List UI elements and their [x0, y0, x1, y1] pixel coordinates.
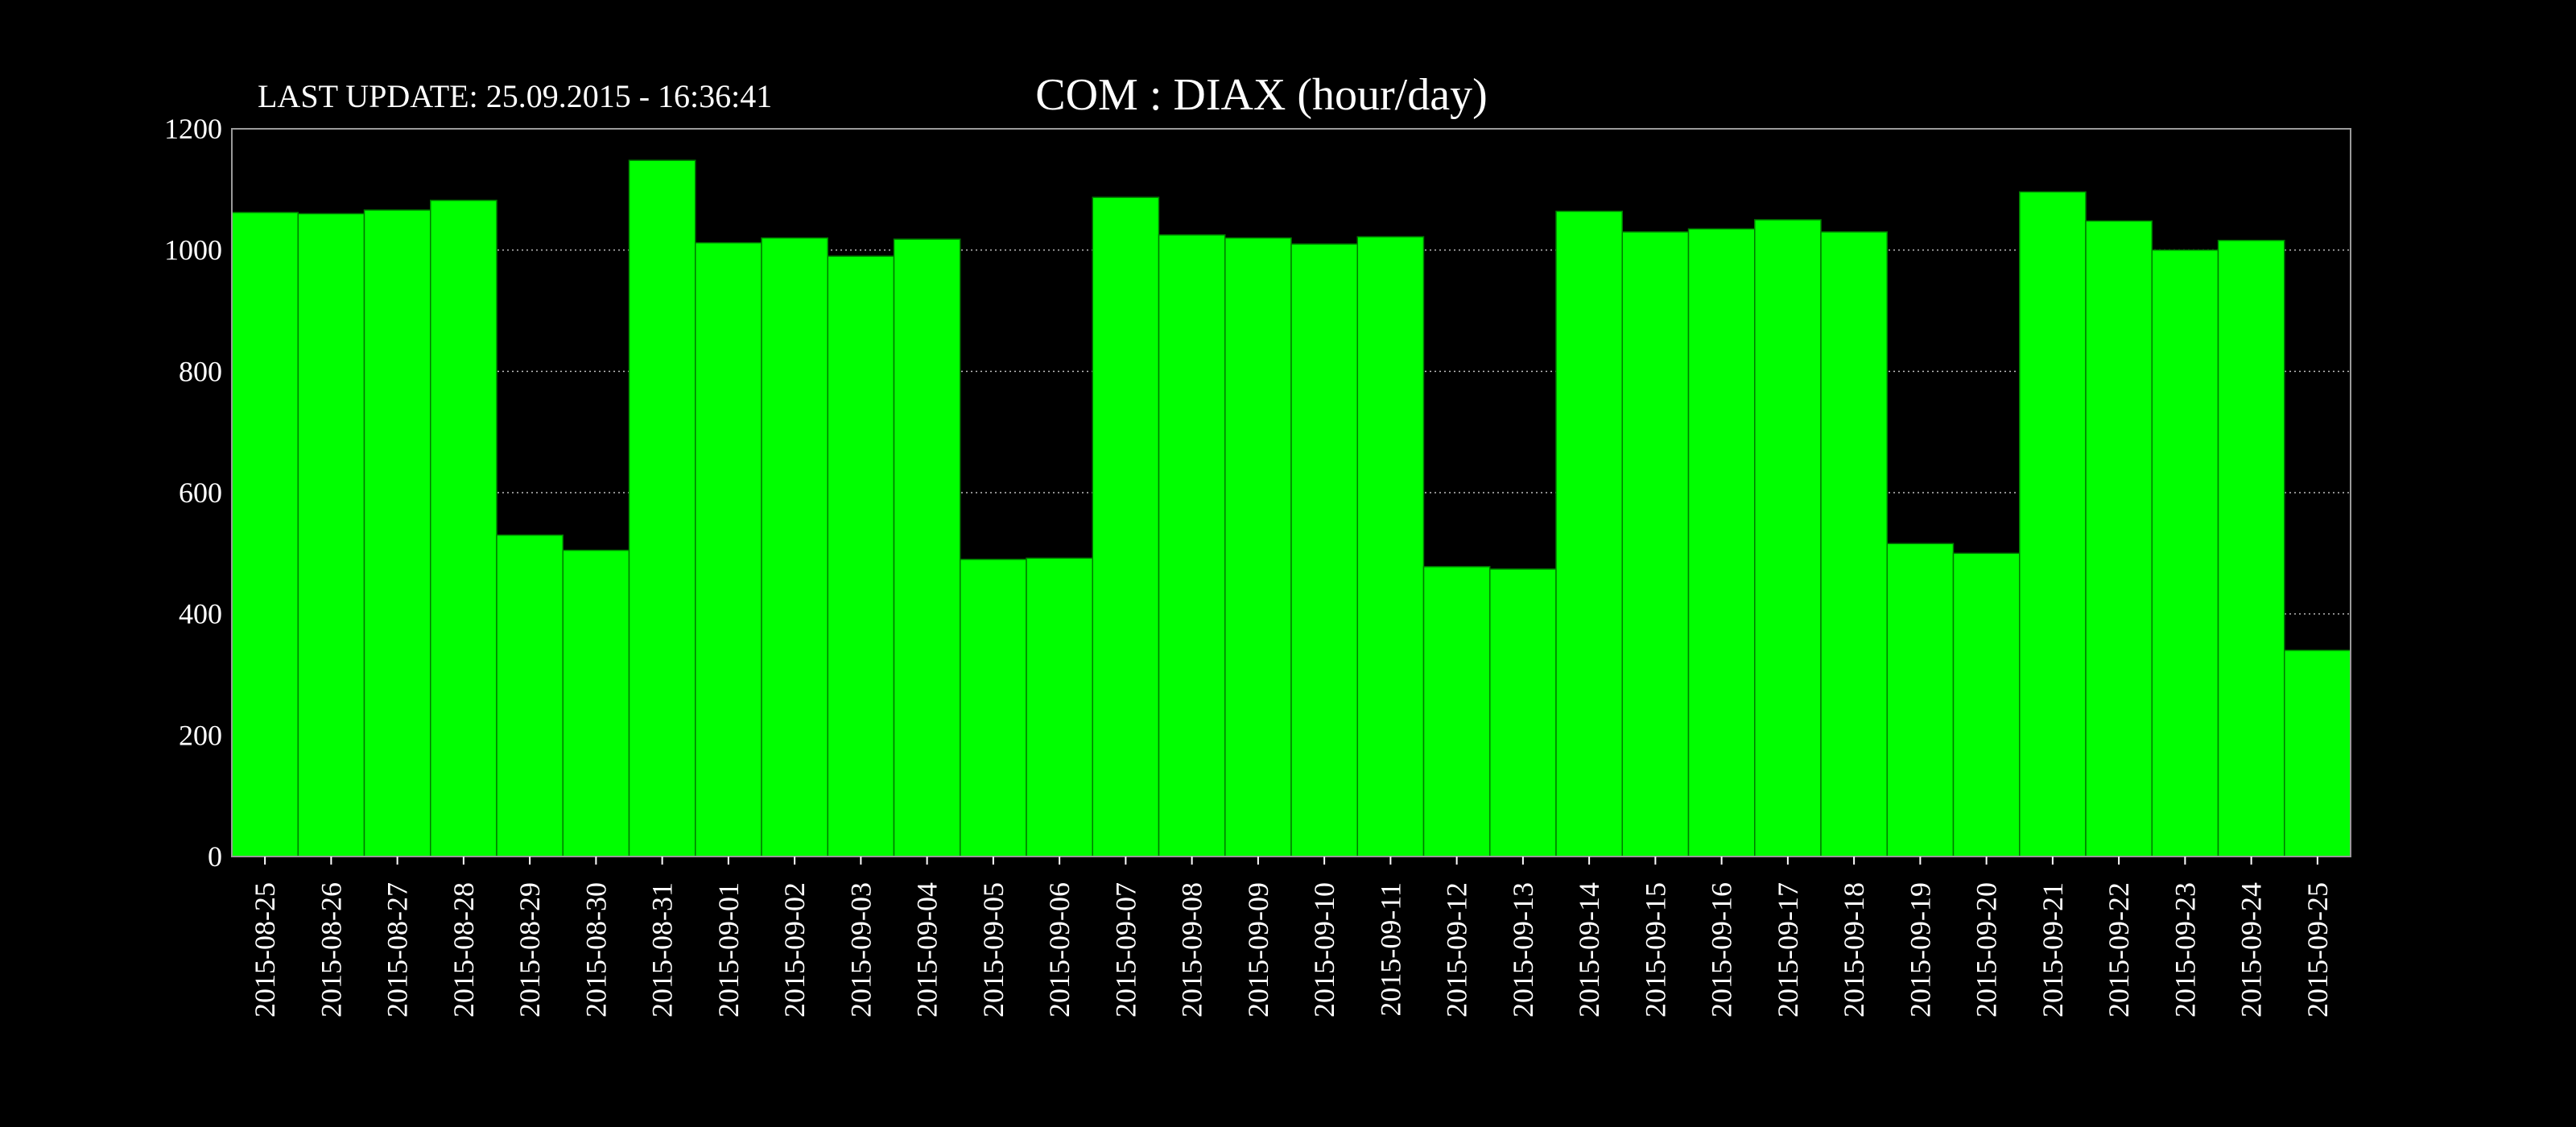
bar-2015-09-23 [2151, 249, 2219, 857]
bar-2015-08-28 [430, 200, 497, 857]
x-tick-label: 2015-09-21 [2037, 882, 2069, 1018]
bar-2015-09-24 [2217, 239, 2285, 857]
x-tick-label: 2015-09-13 [1507, 882, 1539, 1018]
bar-2015-09-08 [1158, 234, 1226, 857]
bar-2015-09-03 [827, 255, 895, 857]
x-axis-ticks: 2015-08-25 2015-08-26 2015-08-27 2015-08-28… [249, 857, 2334, 1018]
x-tick-label: 2015-09-08 [1176, 882, 1208, 1018]
x-tick-label: 2015-09-23 [2169, 882, 2201, 1018]
x-tick-label: 2015-08-26 [315, 882, 347, 1018]
bar-2015-09-22 [2085, 220, 2153, 857]
bar-2015-08-31 [628, 159, 696, 857]
plot-frame [231, 128, 2351, 857]
y-tick-label: 400 [179, 598, 222, 630]
bar-2015-09-25 [2284, 650, 2351, 857]
x-tick-label: 2015-09-17 [1772, 882, 1804, 1018]
x-tick-label: 2015-08-31 [646, 882, 679, 1018]
bar-2015-09-09 [1224, 237, 1292, 857]
bar-2015-08-30 [562, 549, 630, 857]
last-update-label: LAST UPDATE: 25.09.2015 - 16:36:41 [258, 78, 772, 114]
x-tick-label: 2015-09-20 [1971, 882, 2003, 1018]
x-tick-label: 2015-09-15 [1639, 882, 1671, 1018]
x-tick-label: 2015-09-05 [977, 882, 1009, 1018]
y-tick-label: 800 [179, 355, 222, 387]
bar-2015-09-13 [1489, 568, 1557, 857]
bar-2015-09-19 [1886, 543, 1955, 857]
bar-2015-09-20 [1952, 552, 2021, 857]
x-tick-label: 2015-09-19 [1904, 882, 1936, 1018]
x-tick-label: 2015-09-02 [778, 882, 811, 1018]
x-tick-label: 2015-09-01 [712, 882, 745, 1018]
x-tick-label: 2015-08-28 [448, 882, 480, 1018]
x-tick-label: 2015-09-24 [2235, 882, 2268, 1018]
x-tick-label: 2015-09-03 [844, 882, 877, 1018]
bar-2015-09-21 [2019, 191, 2087, 857]
x-tick-label: 2015-09-09 [1242, 882, 1274, 1018]
x-tick-label: 2015-09-10 [1308, 882, 1340, 1018]
x-tick-label: 2015-09-18 [1838, 882, 1870, 1018]
x-tick-label: 2015-08-27 [382, 882, 414, 1018]
x-tick-label: 2015-09-14 [1573, 882, 1605, 1018]
x-tick-label: 2015-09-12 [1441, 882, 1473, 1018]
bar-2015-09-02 [761, 237, 828, 857]
bar-2015-08-25 [231, 212, 299, 857]
bar-2015-09-15 [1621, 231, 1690, 857]
bar-2015-09-07 [1092, 196, 1160, 857]
bar-2015-09-12 [1422, 566, 1491, 857]
bar-2015-09-14 [1555, 210, 1623, 857]
bar-2015-09-04 [893, 238, 961, 857]
x-tick-label: 2015-09-25 [2301, 882, 2334, 1018]
x-tick-label: 2015-08-25 [249, 882, 281, 1018]
bar-2015-09-17 [1754, 219, 1822, 857]
bar-2015-09-18 [1820, 231, 1888, 857]
y-tick-label: 1200 [164, 113, 222, 145]
x-tick-label: 2015-08-30 [580, 882, 612, 1018]
bar-2015-09-06 [1026, 557, 1093, 857]
x-tick-label: 2015-09-22 [2103, 882, 2135, 1018]
bar-2015-09-01 [695, 242, 762, 857]
bars [231, 159, 2351, 857]
bar-2015-09-16 [1687, 228, 1756, 857]
bar-2015-09-05 [960, 559, 1027, 857]
y-axis-ticks: 0 200 400 600 800 1000 1200 [164, 113, 222, 873]
bar-2015-08-29 [496, 534, 564, 857]
y-tick-label: 600 [179, 477, 222, 509]
chart-title: COM : DIAX (hour/day) [1035, 70, 1487, 120]
y-tick-label: 0 [208, 840, 222, 873]
x-tick-label: 2015-09-04 [911, 882, 943, 1018]
x-tick-label: 2015-09-07 [1109, 882, 1141, 1018]
x-tick-label: 2015-08-29 [514, 882, 546, 1018]
bar-2015-08-27 [363, 209, 431, 857]
x-tick-label: 2015-09-06 [1043, 882, 1075, 1018]
bar-2015-08-26 [297, 213, 365, 857]
x-tick-label: 2015-09-11 [1374, 882, 1406, 1017]
bar-2015-09-11 [1356, 236, 1425, 857]
y-tick-label: 200 [179, 719, 222, 751]
y-tick-label: 1000 [164, 234, 222, 266]
bar-2015-09-10 [1290, 243, 1358, 857]
x-tick-label: 2015-09-16 [1706, 882, 1738, 1018]
